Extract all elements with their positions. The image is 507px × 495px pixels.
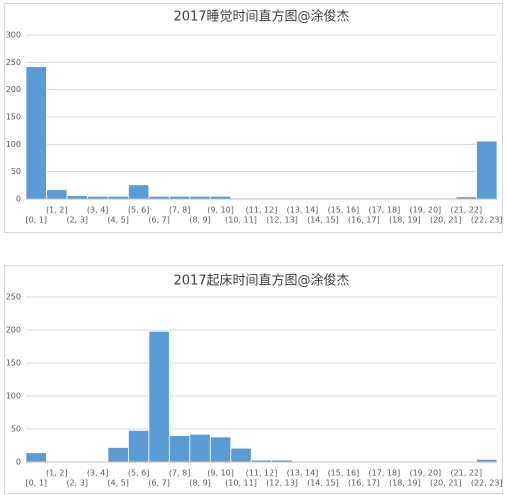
bar [230,447,252,463]
x-tick-label: (11, 12] [246,469,278,478]
chart-frame [4,265,503,494]
x-tick-label: (18, 19] [389,479,421,488]
bar [46,189,68,200]
x-tick-label: (15, 16] [328,206,360,215]
x-tick-label: (14, 15] [307,479,339,488]
x-tick-label: (19, 20] [409,469,441,478]
x-tick-label: (13, 14] [287,469,319,478]
x-tick-label: (16, 17] [348,479,380,488]
bar [107,447,129,463]
x-tick-label: [0, 1] [25,216,47,225]
y-tick-label: 100 [6,392,21,401]
x-tick-label: (21, 22] [450,206,482,215]
y-tick-label: 0 [16,195,21,204]
x-tick-label: (19, 20] [409,206,441,215]
x-tick-label: (4, 5] [107,479,129,488]
x-tick-label: (7, 8] [169,469,191,478]
x-tick-label: (3, 4] [87,469,109,478]
x-tick-label: (2, 3] [66,479,88,488]
x-tick-label: (4, 5] [107,216,129,225]
x-tick-label: (10, 11] [225,216,257,225]
y-tick-label: 50 [11,167,21,176]
x-tick-label: (11, 12] [246,206,278,215]
y-tick-label: 150 [6,113,21,122]
x-tick-label: (3, 4] [87,206,109,215]
y-tick-label: 50 [11,425,21,434]
chart-title: 2017起床时间直方图@涂俊杰 [173,273,349,289]
x-tick-label: (9, 10] [207,469,234,478]
bar [476,140,498,200]
x-tick-label: (5, 6] [128,469,150,478]
x-tick-label: (1, 2] [46,469,68,478]
y-tick-label: 150 [6,359,21,368]
x-tick-label: (7, 8] [169,206,191,215]
x-tick-label: (9, 10] [207,206,234,215]
x-tick-label: (2, 3] [66,216,88,225]
x-tick-label: (21, 22] [450,469,482,478]
chart-frame [4,3,503,233]
x-tick-label: (17, 18] [369,469,401,478]
y-tick-label: 250 [6,58,21,67]
x-tick-label: (6, 7] [148,216,170,225]
bar [25,66,47,200]
x-tick-label: (15, 16] [328,469,360,478]
y-tick-label: 250 [6,293,21,302]
x-tick-label: (16, 17] [348,216,380,225]
chart-title: 2017睡觉时间直方图@涂俊杰 [173,9,349,25]
x-tick-label: (8, 9] [189,216,211,225]
bar [168,435,191,463]
bar [148,330,170,463]
x-tick-label: (14, 15] [307,216,339,225]
x-tick-label: (22, 23] [471,216,503,225]
x-tick-label: (12, 13] [266,479,298,488]
x-tick-label: (18, 19] [389,216,421,225]
bar [189,433,211,463]
x-tick-label: (12, 13] [266,216,298,225]
y-tick-label: 200 [6,326,21,335]
x-tick-label: (20, 21] [430,479,462,488]
x-tick-label: (5, 6] [128,206,150,215]
bar [25,452,47,463]
x-tick-label: (8, 9] [189,479,211,488]
x-tick-label: (1, 2] [46,206,68,215]
bar [127,429,150,463]
y-tick-label: 0 [16,458,21,467]
x-tick-label: (10, 11] [225,479,257,488]
x-tick-label: [0, 1] [25,479,47,488]
x-tick-label: (20, 21] [430,216,462,225]
x-tick-label: (17, 18] [369,206,401,215]
y-tick-label: 100 [6,140,21,149]
bar [127,184,150,200]
bar [209,436,232,463]
y-tick-label: 300 [6,31,21,40]
x-tick-label: (6, 7] [148,479,170,488]
x-tick-label: (13, 14] [287,206,319,215]
x-tick-label: (22, 23] [471,479,503,488]
y-tick-label: 200 [6,85,21,94]
